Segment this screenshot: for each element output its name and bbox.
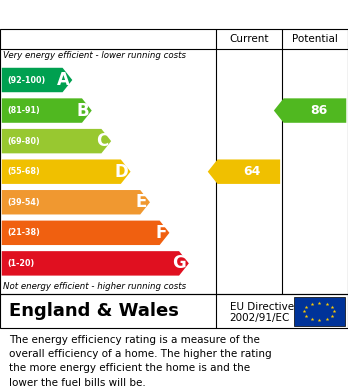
Text: Energy Efficiency Rating: Energy Efficiency Rating: [9, 7, 211, 22]
Bar: [294, 297, 345, 326]
Polygon shape: [208, 160, 280, 184]
Text: Potential: Potential: [292, 34, 338, 44]
Text: A: A: [57, 71, 70, 89]
Polygon shape: [2, 99, 92, 123]
Text: Not energy efficient - higher running costs: Not energy efficient - higher running co…: [3, 282, 186, 291]
Text: G: G: [172, 255, 186, 273]
Text: (55-68): (55-68): [7, 167, 40, 176]
Text: England & Wales: England & Wales: [9, 302, 179, 320]
Polygon shape: [2, 129, 111, 153]
Text: D: D: [114, 163, 128, 181]
Text: 86: 86: [310, 104, 327, 117]
Polygon shape: [274, 99, 346, 123]
Text: E: E: [136, 193, 147, 211]
Text: (69-80): (69-80): [7, 136, 40, 145]
Text: (92-100): (92-100): [7, 75, 45, 84]
Text: (21-38): (21-38): [7, 228, 40, 237]
Text: 64: 64: [244, 165, 261, 178]
Text: F: F: [155, 224, 167, 242]
Text: (39-54): (39-54): [7, 198, 40, 207]
Polygon shape: [2, 68, 72, 92]
Text: B: B: [76, 102, 89, 120]
Text: C: C: [96, 132, 108, 150]
Polygon shape: [2, 251, 189, 276]
Polygon shape: [2, 221, 169, 245]
Text: Very energy efficient - lower running costs: Very energy efficient - lower running co…: [3, 52, 186, 61]
Text: Current: Current: [229, 34, 269, 44]
Text: The energy efficiency rating is a measure of the
overall efficiency of a home. T: The energy efficiency rating is a measur…: [9, 335, 271, 388]
Text: 2002/91/EC: 2002/91/EC: [230, 313, 290, 323]
Text: EU Directive: EU Directive: [230, 302, 294, 312]
Polygon shape: [2, 160, 130, 184]
Text: (1-20): (1-20): [7, 259, 34, 268]
Polygon shape: [2, 190, 150, 215]
Text: (81-91): (81-91): [7, 106, 40, 115]
